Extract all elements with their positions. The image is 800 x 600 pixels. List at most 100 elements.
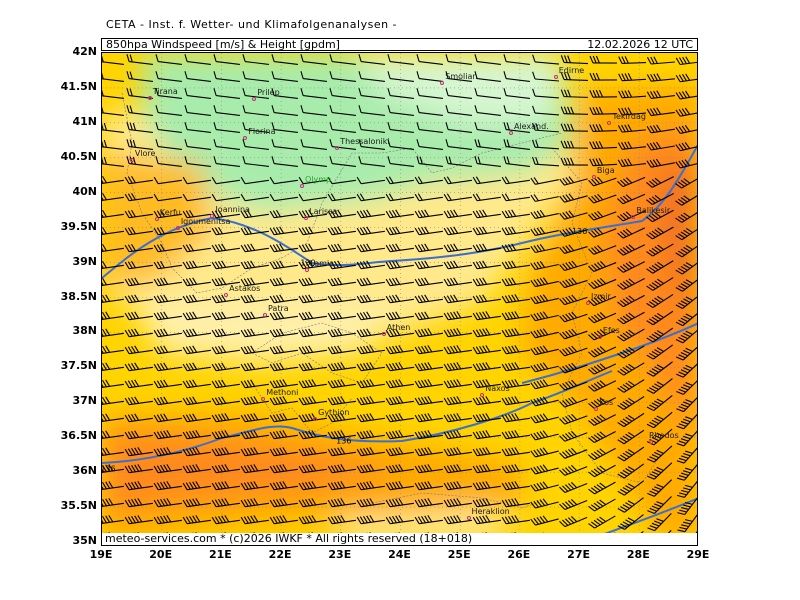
wind-barb [530,447,559,458]
wind-barb [102,515,124,525]
wind-barb [327,362,356,372]
wind-barb [646,176,674,188]
wind-barb [182,379,211,389]
wind-barb [588,260,617,272]
wind-barb [414,328,443,338]
wind-barb [646,107,675,117]
place-label: Rhodos [649,431,679,441]
lon-tick-label: 25E [447,548,471,561]
wind-barb [443,396,472,406]
wind-barb [588,464,616,478]
wind-barb [472,226,501,236]
wind-barb [385,345,414,355]
wind-barb [356,362,385,372]
wind-barb [213,54,240,66]
wind-barb [617,345,645,359]
wind-barb [675,192,697,206]
wind-barb [501,464,530,474]
place-label: Naxos [485,384,510,394]
wind-barb [501,277,530,287]
wind-barb [242,105,269,117]
wind-barb [184,156,211,168]
wind-barb [356,294,385,304]
wind-barb [414,362,443,372]
wind-barb [184,71,211,83]
wind-barb [213,88,240,100]
wind-barb [443,515,472,525]
wind-barb [677,512,697,533]
wind-barb [647,479,673,497]
wind-barb [559,413,588,425]
wind-barb [474,122,501,134]
wind-barb [414,396,443,406]
wind-barb [385,243,414,253]
wind-barb [617,244,646,256]
wind-barb [240,277,269,287]
wind-barb [298,362,327,372]
wind-barb [153,176,182,185]
wind-barb [211,243,240,253]
wind-barb [298,430,327,440]
wind-barb [675,142,697,152]
wind-barb [298,193,327,202]
lon-tick-label: 21E [208,548,232,561]
wind-barb [530,311,559,322]
wind-barb [300,105,327,117]
wind-barb [646,124,675,134]
wind-barb [474,71,501,83]
wind-barb [385,311,414,321]
wind-barb [240,447,269,457]
wind-barb [588,329,617,341]
wind-barb [416,88,443,100]
wind-barb [387,54,414,66]
wind-barb [532,54,560,65]
wind-barb [327,498,356,508]
wind-barb [414,345,443,355]
wind-barb [153,209,182,219]
wind-barb [559,498,588,511]
wind-barb [211,345,240,355]
wind-barb [102,498,124,508]
wind-barb [102,88,124,100]
wind-barb [356,176,385,185]
wind-barb [560,72,589,81]
wind-barb [675,293,697,309]
wind-barb [530,277,559,288]
wind-barb [102,464,124,474]
wind-barb [269,396,298,406]
wind-barb [298,277,327,287]
wind-barb [501,294,530,304]
wind-barb [646,310,674,326]
wind-barb [503,71,530,83]
wind-barb [182,243,211,253]
wind-barb [182,413,211,423]
wind-barb [356,396,385,406]
wind-barb [443,243,472,253]
wind-barb [102,379,124,389]
lon-tick-label: 20E [149,548,173,561]
wind-barb [327,345,356,355]
lat-tick-label: 36.5N [60,429,97,443]
wind-barb [126,88,153,100]
lon-tick-label: 23E [328,548,352,561]
wind-barb [153,311,182,321]
place-marker-icon [147,96,152,101]
wind-barb [155,139,182,151]
lon-tick-label: 27E [567,548,591,561]
wind-barb [298,464,327,474]
wind-barb [358,139,385,151]
wind-barb [298,209,327,219]
lat-tick-label: 35.5N [60,499,97,513]
place-label: Izmir [590,292,611,302]
lat-tick-label: 37.5N [60,359,97,373]
contour-label: 136 [102,465,116,474]
wind-barb [102,209,124,219]
wind-barb [589,89,618,98]
wind-barb [532,105,560,116]
wind-barb [124,379,153,389]
wind-barb [385,193,414,202]
place-label: Efes [602,325,620,335]
wind-barb [530,498,559,509]
wind-barb [443,379,472,389]
wind-barb [530,177,559,185]
